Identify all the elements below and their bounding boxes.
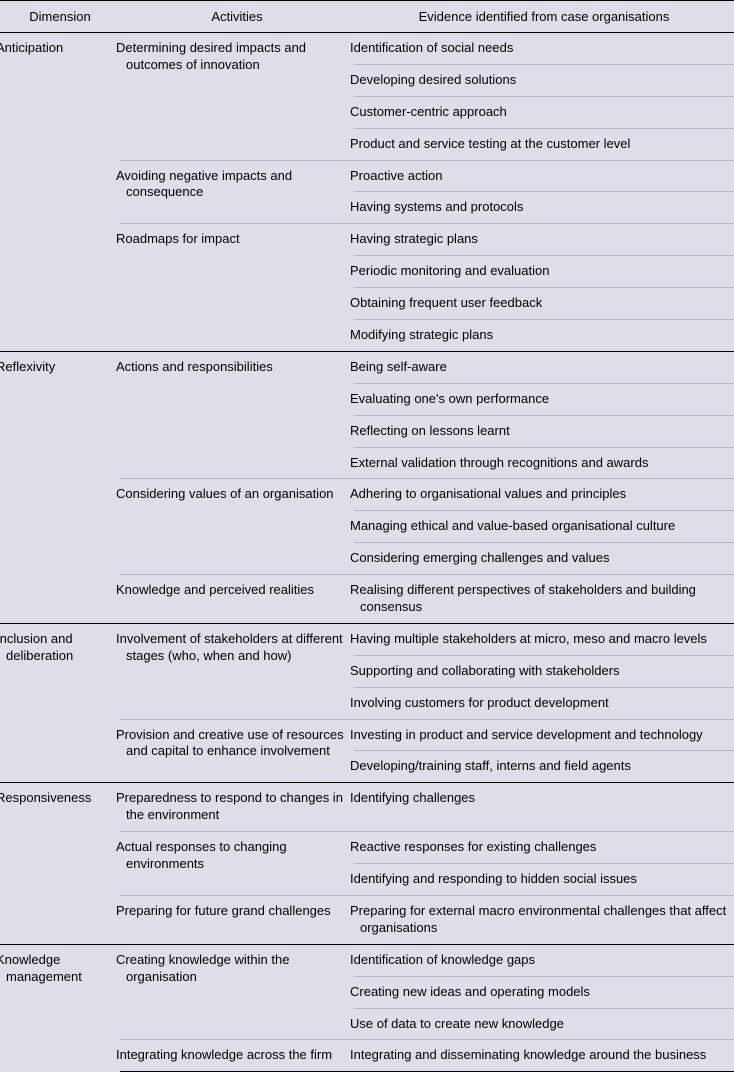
evidence-cell: Product and service testing at the custo…: [354, 128, 734, 160]
evidence-cell: Supporting and collaborating with stakeh…: [354, 655, 734, 687]
evidence-cell: Proactive action: [354, 160, 734, 192]
evidence-cell: Identifying and responding to hidden soc…: [354, 864, 734, 896]
table-row: ReflexivityActions and responsibilitiesB…: [0, 351, 734, 383]
evidence-cell: Use of data to create new knowledge: [354, 1008, 734, 1040]
activity-cell: Preparedness to respond to changes in th…: [120, 783, 354, 832]
activity-cell: Roadmaps for impact: [120, 224, 354, 352]
dimensions-table: Dimension Activities Evidence identified…: [0, 0, 734, 1072]
evidence-cell: Developing desired solutions: [354, 64, 734, 96]
evidence-cell: Reflecting on lessons learnt: [354, 415, 734, 447]
dimension-cell: Knowledge management: [0, 944, 120, 1072]
evidence-cell: Integrating and disseminating knowledge …: [354, 1040, 734, 1072]
activity-cell: Preparing for future grand challenges: [120, 895, 354, 944]
activity-cell: Involvement of stakeholders at different…: [120, 623, 354, 719]
evidence-cell: Involving customers for product developm…: [354, 687, 734, 719]
evidence-cell: Considering emerging challenges and valu…: [354, 543, 734, 575]
activity-cell: Determining desired impacts and outcomes…: [120, 33, 354, 161]
table-row: ResponsivenessPreparedness to respond to…: [0, 783, 734, 832]
activity-cell: Provision and creative use of resources …: [120, 719, 354, 783]
activity-cell: Integrating knowledge across the firm: [120, 1040, 354, 1072]
evidence-cell: Adhering to organisational values and pr…: [354, 479, 734, 511]
evidence-cell: Modifying strategic plans: [354, 320, 734, 352]
header-dimension: Dimension: [0, 1, 120, 33]
evidence-cell: Obtaining frequent user feedback: [354, 288, 734, 320]
evidence-cell: Periodic monitoring and evaluation: [354, 256, 734, 288]
table-row: Knowledge managementCreating knowledge w…: [0, 944, 734, 976]
evidence-cell: Being self-aware: [354, 351, 734, 383]
header-evidence: Evidence identified from case organisati…: [354, 1, 734, 33]
activity-cell: Actions and responsibilities: [120, 351, 354, 479]
evidence-cell: Having strategic plans: [354, 224, 734, 256]
evidence-cell: Preparing for external macro environment…: [354, 895, 734, 944]
table-row: AnticipationDetermining desired impacts …: [0, 33, 734, 65]
evidence-cell: Identification of social needs: [354, 33, 734, 65]
evidence-cell: Customer-centric approach: [354, 96, 734, 128]
evidence-cell: Investing in product and service develop…: [354, 719, 734, 751]
evidence-cell: Reactive responses for existing challeng…: [354, 832, 734, 864]
dimension-cell: Anticipation: [0, 33, 120, 352]
evidence-cell: Identification of knowledge gaps: [354, 944, 734, 976]
evidence-cell: Realising different perspectives of stak…: [354, 575, 734, 624]
table-row: Inclusion and deliberationInvolvement of…: [0, 623, 734, 655]
dimension-cell: Reflexivity: [0, 351, 120, 623]
dimension-cell: Responsiveness: [0, 783, 120, 944]
activity-cell: Actual responses to changing environment…: [120, 832, 354, 896]
evidence-cell: Identifying challenges: [354, 783, 734, 832]
evidence-cell: Having multiple stakeholders at micro, m…: [354, 623, 734, 655]
activity-cell: Creating knowledge within the organisati…: [120, 944, 354, 1040]
activity-cell: Considering values of an organisation: [120, 479, 354, 575]
evidence-cell: Managing ethical and value-based organis…: [354, 511, 734, 543]
evidence-cell: Creating new ideas and operating models: [354, 976, 734, 1008]
evidence-cell: Evaluating one's own performance: [354, 383, 734, 415]
dimension-cell: Inclusion and deliberation: [0, 623, 120, 782]
evidence-cell: Having systems and protocols: [354, 192, 734, 224]
activity-cell: Avoiding negative impacts and consequenc…: [120, 160, 354, 224]
evidence-cell: Developing/training staff, interns and f…: [354, 751, 734, 783]
header-activities: Activities: [120, 1, 354, 33]
evidence-cell: External validation through recognitions…: [354, 447, 734, 479]
activity-cell: Knowledge and perceived realities: [120, 575, 354, 624]
header-row: Dimension Activities Evidence identified…: [0, 1, 734, 33]
